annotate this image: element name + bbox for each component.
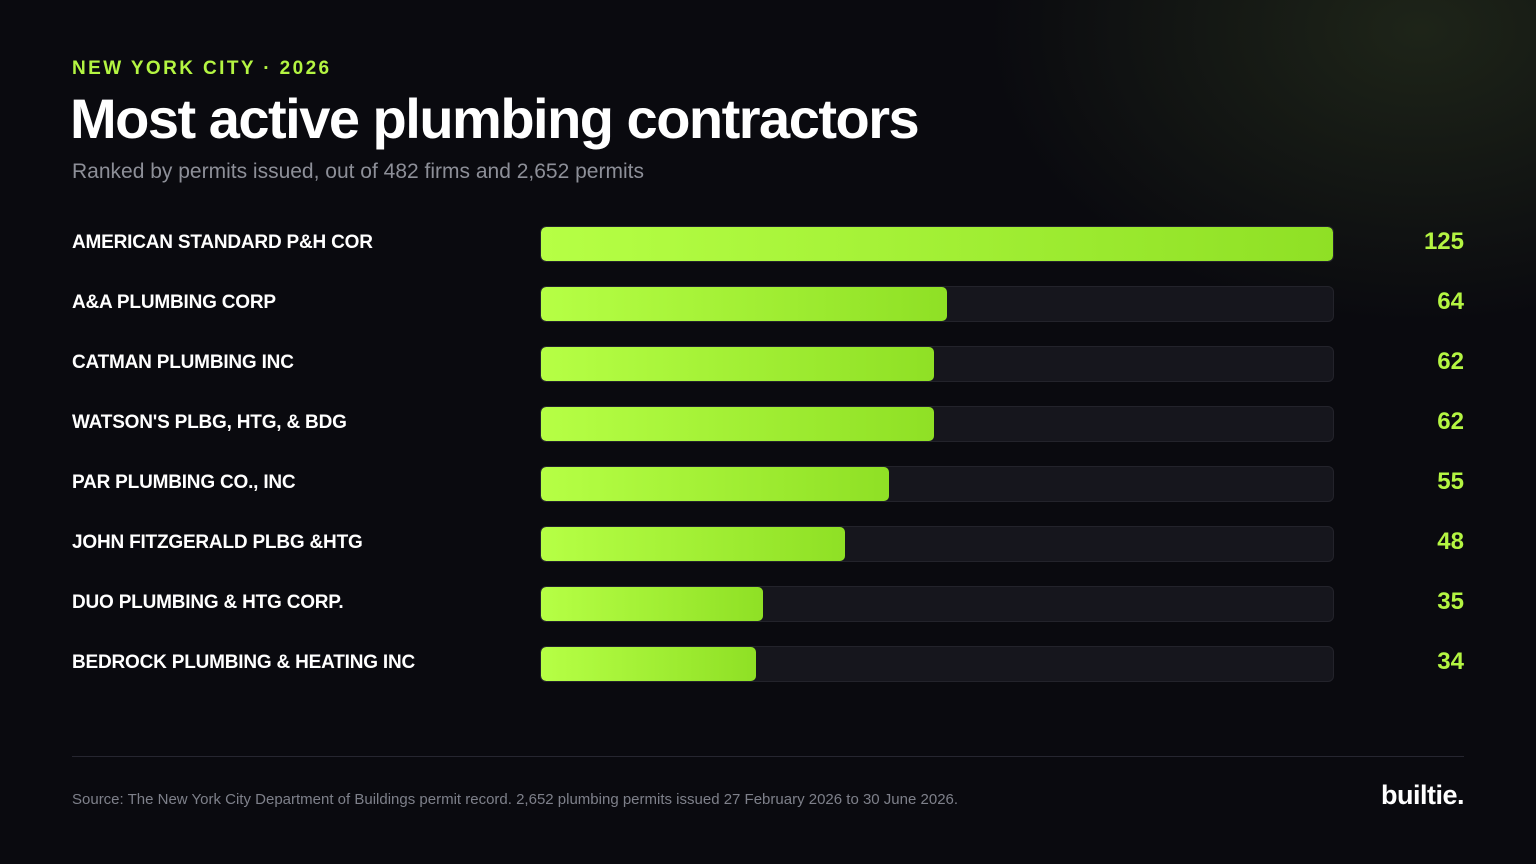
- footer-divider: [72, 756, 1464, 757]
- category-label: A&A PLUMBING CORP: [72, 292, 276, 313]
- category-label: CATMAN PLUMBING INC: [72, 352, 294, 373]
- bar-row: DUO PLUMBING & HTG CORP. 35: [0, 586, 1536, 622]
- bar-row: PAR PLUMBING CO., INC 55: [0, 466, 1536, 502]
- bar: [541, 407, 934, 441]
- value-label: 125: [1423, 228, 1464, 255]
- source-note: Source: The New York City Department of …: [72, 791, 959, 808]
- bar-track: [540, 466, 1334, 502]
- bar-row: WATSON'S PLBG, HTG, & BDG 62: [0, 406, 1536, 442]
- chart-subtitle: Ranked by permits issued, out of 482 fir…: [72, 160, 644, 183]
- bar: [541, 287, 947, 321]
- bar: [541, 647, 757, 681]
- category-label: BEDROCK PLUMBING & HEATING INC: [72, 652, 416, 673]
- bar-track: [540, 406, 1334, 442]
- bar-row: JOHN FITZGERALD PLBG &HTG 48: [0, 526, 1536, 562]
- value-label: 48: [1437, 528, 1464, 555]
- category-label: DUO PLUMBING & HTG CORP.: [72, 592, 344, 613]
- bar: [541, 527, 846, 561]
- brand-logo: builtie.: [1381, 780, 1465, 810]
- bar: [541, 227, 1333, 261]
- value-label: 55: [1437, 468, 1464, 495]
- bar-track: [540, 286, 1334, 322]
- category-label: JOHN FITZGERALD PLBG &HTG: [72, 532, 363, 553]
- bar: [541, 467, 890, 501]
- category-label: WATSON'S PLBG, HTG, & BDG: [72, 412, 347, 433]
- value-label: 35: [1437, 588, 1464, 615]
- bar: [541, 347, 934, 381]
- bar-track: [540, 226, 1334, 262]
- chart-title: Most active plumbing contractors: [70, 87, 920, 150]
- category-label: PAR PLUMBING CO., INC: [72, 472, 296, 493]
- bar-row: BEDROCK PLUMBING & HEATING INC 34: [0, 646, 1536, 682]
- bar-row: A&A PLUMBING CORP 64: [0, 286, 1536, 322]
- bar-row: CATMAN PLUMBING INC 62: [0, 346, 1536, 382]
- eyebrow-label: NEW YORK CITY · 2026: [72, 58, 332, 79]
- value-label: 62: [1437, 348, 1464, 375]
- bar-track: [540, 586, 1334, 622]
- value-label: 64: [1437, 288, 1464, 315]
- bar-track: [540, 646, 1334, 682]
- bar: [541, 587, 763, 621]
- bar-track: [540, 346, 1334, 382]
- category-label: AMERICAN STANDARD P&H COR: [72, 232, 373, 253]
- bar-row: AMERICAN STANDARD P&H COR 125: [0, 226, 1536, 262]
- value-label: 34: [1437, 648, 1464, 675]
- value-label: 62: [1437, 408, 1464, 435]
- bar-track: [540, 526, 1334, 562]
